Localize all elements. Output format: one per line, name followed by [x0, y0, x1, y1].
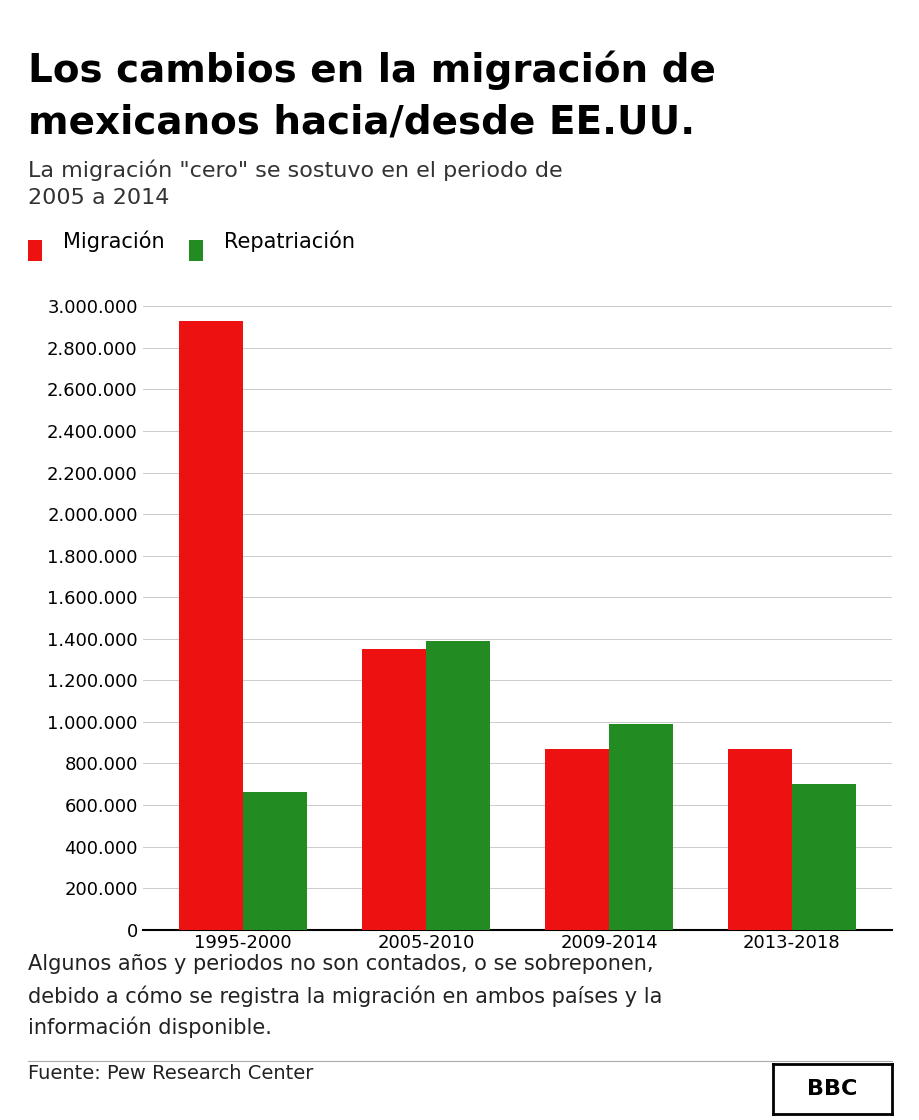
Text: Algunos años y periodos no son contados, o se sobreponen,: Algunos años y periodos no son contados,…: [28, 954, 652, 974]
Text: 2005 a 2014: 2005 a 2014: [28, 188, 169, 208]
Text: mexicanos hacia/desde EE.UU.: mexicanos hacia/desde EE.UU.: [28, 103, 694, 141]
Text: La migración "cero" se sostuvo en el periodo de: La migración "cero" se sostuvo en el per…: [28, 159, 562, 180]
Text: Repatriación: Repatriación: [223, 230, 354, 252]
Text: Los cambios en la migración de: Los cambios en la migración de: [28, 50, 715, 90]
Text: Fuente: Pew Research Center: Fuente: Pew Research Center: [28, 1064, 312, 1083]
Text: BBC: BBC: [807, 1080, 857, 1099]
Bar: [362, 650, 425, 930]
Bar: [179, 321, 243, 930]
Bar: [243, 793, 307, 930]
Text: Migración: Migración: [62, 230, 164, 252]
Bar: [608, 724, 672, 930]
Bar: [727, 749, 791, 930]
Bar: [544, 749, 608, 930]
Text: información disponible.: información disponible.: [28, 1017, 271, 1038]
Text: debido a cómo se registra la migración en ambos países y la: debido a cómo se registra la migración e…: [28, 986, 662, 1007]
Bar: [791, 784, 855, 930]
Bar: [425, 641, 490, 930]
